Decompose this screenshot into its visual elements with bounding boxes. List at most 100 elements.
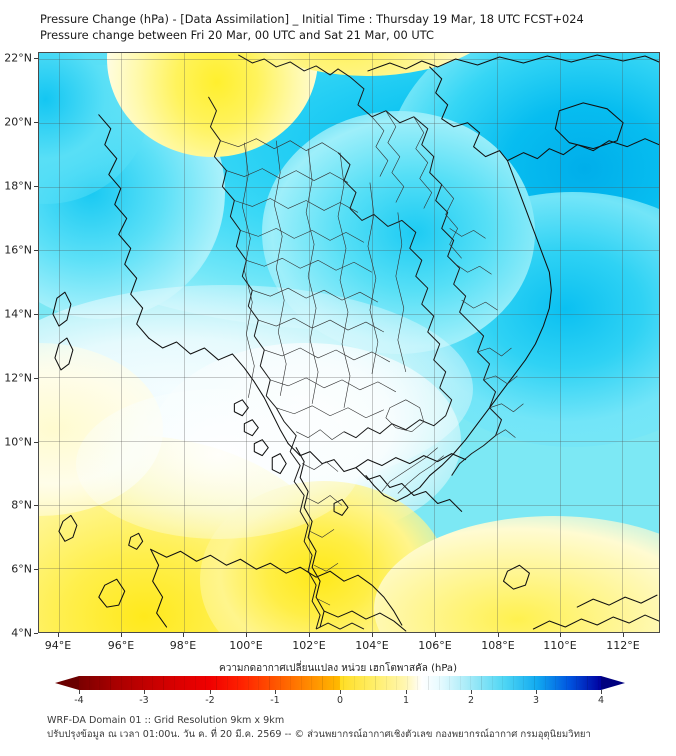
map-outlines bbox=[52, 54, 659, 632]
gridline-lon-94 bbox=[58, 53, 60, 632]
xtick-108 bbox=[498, 633, 499, 637]
gridline-lon-110 bbox=[559, 53, 561, 632]
xtick-98 bbox=[183, 633, 184, 637]
ytick-14 bbox=[34, 314, 38, 315]
colorbar-gradient bbox=[79, 676, 601, 690]
coast-mekong-delta bbox=[365, 475, 431, 502]
ytick-label-18: 18°N bbox=[4, 179, 32, 193]
island-andaman-south bbox=[54, 337, 74, 371]
gridline-lon-102 bbox=[309, 53, 311, 632]
ytick-label-12: 12°N bbox=[4, 371, 32, 385]
border-thailand-malaysia bbox=[315, 622, 365, 630]
colorbar-tick--2 bbox=[210, 690, 211, 694]
xtick-label-100: 100°E bbox=[229, 639, 263, 652]
ytick-label-14: 14°N bbox=[4, 307, 32, 321]
colorbar-extend-low-arrow bbox=[55, 676, 79, 690]
island-hainan bbox=[554, 102, 624, 150]
colorbar-label--4: -4 bbox=[74, 695, 84, 706]
mekong-river-delta bbox=[381, 447, 438, 492]
gridline-lon-112 bbox=[622, 53, 624, 632]
ytick-label-22: 22°N bbox=[4, 51, 32, 65]
coast-vietnam-east bbox=[429, 160, 552, 477]
ytick-label-4: 4°N bbox=[11, 626, 32, 640]
gridline-lat-8 bbox=[39, 504, 659, 506]
xtick-102 bbox=[309, 633, 310, 637]
chart-title-block: Pressure Change (hPa) - [Data Assimilati… bbox=[40, 11, 660, 43]
border-cambodia bbox=[343, 387, 453, 439]
coast-myanmar-west bbox=[98, 114, 150, 339]
xtick-110 bbox=[560, 633, 561, 637]
title-line-2: Pressure change between Fri 20 Mar, 00 U… bbox=[40, 28, 434, 42]
gridline-lon-104 bbox=[371, 53, 373, 632]
border-laos-thailand-mekong bbox=[337, 152, 447, 389]
xtick-label-110: 110°E bbox=[543, 639, 577, 652]
xtick-94 bbox=[58, 633, 59, 637]
map-plot-area[interactable] bbox=[38, 52, 660, 633]
colorbar-label--2: -2 bbox=[205, 695, 215, 706]
gridline-lat-14 bbox=[39, 313, 659, 315]
gridline-lat-20 bbox=[39, 123, 659, 124]
xtick-106 bbox=[435, 633, 436, 637]
gridline-lon-96 bbox=[121, 53, 123, 632]
coast-tanintharyi bbox=[148, 337, 289, 445]
ytick-20 bbox=[34, 122, 38, 123]
gridline-lat-22 bbox=[39, 59, 659, 61]
coast-sumatra-north bbox=[150, 548, 403, 626]
thailand-province-borders bbox=[220, 138, 407, 606]
pressure-change-field bbox=[39, 53, 659, 632]
xtick-label-106: 106°E bbox=[418, 639, 452, 652]
island-mergui-2 bbox=[243, 419, 259, 437]
gridline-lon-108 bbox=[496, 53, 498, 632]
colorbar-label-4: 4 bbox=[597, 695, 605, 706]
coast-cambodia bbox=[355, 453, 467, 469]
xtick-112 bbox=[623, 633, 624, 637]
island-mergui-1 bbox=[233, 399, 249, 417]
colorbar-label-3: 3 bbox=[532, 695, 540, 706]
colorbar-tick--4 bbox=[79, 690, 80, 694]
ytick-label-10: 10°N bbox=[4, 435, 32, 449]
ytick-10 bbox=[34, 442, 38, 443]
coast-leizhou bbox=[506, 138, 659, 162]
xtick-label-112: 112°E bbox=[606, 639, 640, 652]
colorbar-extend-high-arrow bbox=[601, 676, 625, 690]
coast-gulf-thailand-west bbox=[287, 443, 463, 512]
colorbar-label: ความกดอากาศเปลี่ยนแปลง หน่วย เฮกโตพาสคัล… bbox=[219, 663, 457, 674]
island-weh bbox=[128, 532, 144, 550]
gridline-lon-106 bbox=[434, 53, 436, 632]
island-simeulue bbox=[98, 578, 126, 608]
colorbar-tick-1 bbox=[406, 690, 407, 694]
island-nicobar bbox=[58, 514, 78, 542]
gridline-lon-100 bbox=[246, 53, 248, 632]
gridline-lat-12 bbox=[39, 377, 659, 379]
colorbar-tick-0 bbox=[340, 690, 341, 694]
island-mergui-3 bbox=[253, 439, 269, 457]
coast-sumatra-west bbox=[150, 548, 168, 628]
footer-block: WRF-DA Domain 01 :: Grid Resolution 9km … bbox=[47, 714, 662, 742]
ytick-12 bbox=[34, 378, 38, 379]
colorbar-tick-2 bbox=[471, 690, 472, 694]
gridline-lat-16 bbox=[39, 250, 659, 252]
coast-sarawak bbox=[532, 614, 659, 630]
ytick-8 bbox=[34, 505, 38, 506]
tonle-sap-lake bbox=[385, 399, 425, 433]
border-laos bbox=[349, 76, 472, 325]
ytick-label-8: 8°N bbox=[11, 498, 32, 512]
footer-line-2: ปรับปรุงข้อมูล ณ เวลา 01:00น. วัน ค. ที่… bbox=[47, 729, 591, 740]
ytick-4 bbox=[34, 633, 38, 634]
colorbar-tick--1 bbox=[275, 690, 276, 694]
xtick-label-94: 94°E bbox=[44, 639, 72, 652]
ytick-label-16: 16°N bbox=[4, 243, 32, 257]
colorbar-label--1: -1 bbox=[270, 695, 280, 706]
coast-hainan-mainland bbox=[429, 66, 509, 162]
coast-china-south bbox=[367, 54, 659, 72]
xtick-label-102: 102°E bbox=[292, 639, 326, 652]
island-samui bbox=[333, 498, 349, 516]
colorbar-label-0: 0 bbox=[336, 695, 344, 706]
coast-phuket bbox=[271, 453, 287, 475]
xtick-100 bbox=[246, 633, 247, 637]
xtick-96 bbox=[121, 633, 122, 637]
colorbar[interactable]: -4 -3 -2 -1 0 1 2 3 4 bbox=[55, 676, 625, 706]
footer-line-1: WRF-DA Domain 01 :: Grid Resolution 9km … bbox=[47, 715, 285, 726]
xtick-label-98: 98°E bbox=[169, 639, 197, 652]
coast-peninsula-east bbox=[295, 447, 325, 628]
